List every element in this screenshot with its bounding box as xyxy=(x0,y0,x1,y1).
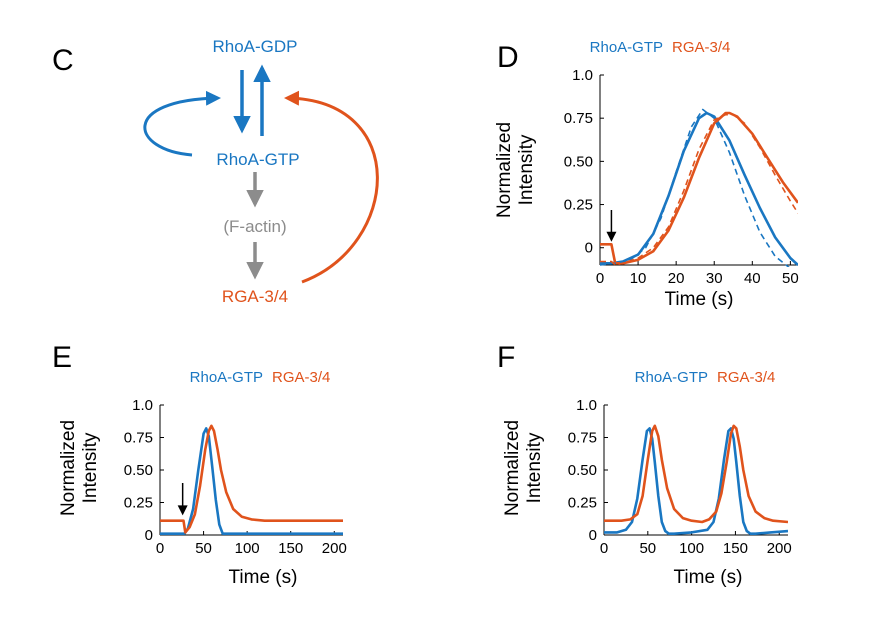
y-axis-title-line2: Intensity xyxy=(80,432,101,503)
panel-letter-f: F xyxy=(497,341,515,374)
y-tick-label: 0 xyxy=(589,527,597,544)
y-tick-label: 1.0 xyxy=(572,67,593,84)
y-tick-label: 0.75 xyxy=(568,430,597,447)
legend-rga: RGA-3/4 xyxy=(672,39,730,56)
series-line-rhoa-gtp xyxy=(600,111,798,266)
x-tick-label: 0 xyxy=(156,540,164,557)
series-line-rga-3-4 xyxy=(160,424,343,534)
y-tick-label: 1.0 xyxy=(132,397,153,414)
x-tick-label: 200 xyxy=(322,540,347,557)
legend-rhoa-gtp: RhoA-GTP xyxy=(590,39,663,56)
x-tick-label: 100 xyxy=(235,540,260,557)
x-axis-title: Time (s) xyxy=(665,289,734,310)
series-line-rhoa-gtp xyxy=(160,427,343,535)
stimulus-arrow-head xyxy=(606,231,617,242)
x-tick-label: 50 xyxy=(195,540,212,557)
y-tick-label: 0.50 xyxy=(568,462,597,479)
y-tick-label: 0.25 xyxy=(124,495,153,512)
x-tick-label: 200 xyxy=(767,540,792,557)
panel-letter-d: D xyxy=(497,41,519,74)
series-line-rga-3-4 xyxy=(604,424,788,524)
y-tick-label: 0.50 xyxy=(124,462,153,479)
chart-panel-f: F RhoA-GTP RGA-3/4 Normalized Intensity … xyxy=(497,341,792,588)
legend-rhoa-gtp: RhoA-GTP xyxy=(190,369,263,386)
series-line-rhoa-gtp-data xyxy=(600,108,790,267)
x-tick-label: 0 xyxy=(600,540,608,557)
chart-panel-d: D RhoA-GTP RGA-3/4 Normalized Intensity … xyxy=(494,39,799,310)
x-tick-label: 50 xyxy=(782,270,799,287)
y-tick-label: 0.50 xyxy=(564,153,593,170)
x-axis-title: Time (s) xyxy=(674,567,743,588)
y-tick-label: 0.75 xyxy=(124,430,153,447)
series-line-rga-3-4-data xyxy=(600,113,798,266)
x-tick-label: 20 xyxy=(668,270,685,287)
y-axis-title-line2: Intensity xyxy=(516,134,537,205)
y-axis-title-line1: Normalized xyxy=(494,122,515,218)
x-tick-label: 50 xyxy=(639,540,656,557)
x-tick-label: 100 xyxy=(679,540,704,557)
node-rga: RGA-3/4 xyxy=(222,287,288,306)
node-rhoa-gtp: RhoA-GTP xyxy=(216,150,299,169)
panel-letter-c: C xyxy=(52,44,74,77)
y-tick-label: 0.75 xyxy=(564,110,593,127)
y-tick-label: 1.0 xyxy=(576,397,597,414)
node-rhoa-gdp: RhoA-GDP xyxy=(212,37,297,56)
x-tick-label: 10 xyxy=(630,270,647,287)
x-tick-label: 0 xyxy=(596,270,604,287)
arrow-negative-feedback xyxy=(284,90,379,284)
y-tick-label: 0.25 xyxy=(564,197,593,214)
arrow-positive-feedback xyxy=(143,90,221,157)
x-tick-label: 40 xyxy=(744,270,761,287)
legend-rga: RGA-3/4 xyxy=(717,369,775,386)
x-tick-label: 150 xyxy=(278,540,303,557)
panel-c-diagram: C RhoA-GDP RhoA-GTP (F-actin) RGA-3/4 xyxy=(52,37,379,306)
x-axis-title: Time (s) xyxy=(229,567,298,588)
node-factin: (F-actin) xyxy=(223,217,286,236)
stimulus-arrow-head xyxy=(177,505,188,516)
legend-rhoa-gtp: RhoA-GTP xyxy=(635,369,708,386)
y-axis-title-line2: Intensity xyxy=(524,432,545,503)
panel-letter-e: E xyxy=(52,341,72,374)
x-tick-label: 30 xyxy=(706,270,723,287)
x-tick-label: 150 xyxy=(723,540,748,557)
legend-rga: RGA-3/4 xyxy=(272,369,330,386)
y-tick-label: 0 xyxy=(145,527,153,544)
series-line-rga-3-4 xyxy=(600,111,798,265)
y-axis-title-line1: Normalized xyxy=(502,420,523,516)
series-line-rhoa-gtp xyxy=(604,427,788,535)
chart-panel-e: E RhoA-GTP RGA-3/4 Normalized Intensity … xyxy=(52,341,347,588)
y-tick-label: 0 xyxy=(585,240,593,257)
y-axis-title-line1: Normalized xyxy=(58,420,79,516)
y-tick-label: 0.25 xyxy=(568,495,597,512)
